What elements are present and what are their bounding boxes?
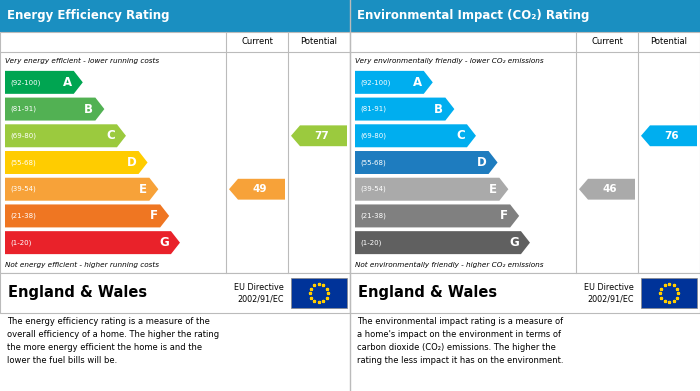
Text: G: G — [159, 236, 169, 249]
Text: (69-80): (69-80) — [10, 133, 36, 139]
Polygon shape — [579, 179, 635, 200]
Text: Environmental Impact (CO₂) Rating: Environmental Impact (CO₂) Rating — [357, 9, 589, 23]
Text: EU Directive
2002/91/EC: EU Directive 2002/91/EC — [234, 283, 284, 303]
Text: Very energy efficient - lower running costs: Very energy efficient - lower running co… — [5, 57, 159, 64]
Polygon shape — [355, 204, 519, 228]
Bar — [0, 32, 350, 273]
Text: (1-20): (1-20) — [360, 239, 382, 246]
Polygon shape — [641, 126, 697, 146]
Text: 77: 77 — [314, 131, 329, 141]
Polygon shape — [355, 178, 508, 201]
Text: Potential: Potential — [300, 38, 337, 47]
Text: Not energy efficient - higher running costs: Not energy efficient - higher running co… — [5, 262, 159, 267]
Text: F: F — [150, 210, 158, 222]
Bar — [291, 278, 347, 308]
Text: (21-38): (21-38) — [360, 213, 386, 219]
Bar — [350, 0, 700, 32]
Text: A: A — [412, 76, 422, 89]
Text: EU Directive
2002/91/EC: EU Directive 2002/91/EC — [584, 283, 634, 303]
Text: (92-100): (92-100) — [360, 79, 391, 86]
Polygon shape — [355, 124, 476, 147]
Polygon shape — [5, 124, 126, 147]
Text: (21-38): (21-38) — [10, 213, 36, 219]
Text: (81-91): (81-91) — [10, 106, 36, 112]
Text: (39-54): (39-54) — [360, 186, 386, 192]
Text: D: D — [127, 156, 136, 169]
Polygon shape — [355, 151, 498, 174]
Polygon shape — [355, 98, 454, 120]
Text: A: A — [62, 76, 72, 89]
Text: B: B — [85, 102, 93, 116]
Text: G: G — [509, 236, 519, 249]
Bar — [0, 273, 350, 313]
Text: D: D — [477, 156, 486, 169]
Polygon shape — [355, 71, 433, 94]
Text: (81-91): (81-91) — [360, 106, 386, 112]
Polygon shape — [5, 231, 180, 254]
Text: F: F — [500, 210, 508, 222]
Text: Very environmentally friendly - lower CO₂ emissions: Very environmentally friendly - lower CO… — [355, 57, 544, 64]
Polygon shape — [5, 71, 83, 94]
Text: Not environmentally friendly - higher CO₂ emissions: Not environmentally friendly - higher CO… — [355, 262, 543, 267]
Text: 49: 49 — [253, 184, 267, 194]
Text: C: C — [456, 129, 465, 142]
Text: England & Wales: England & Wales — [8, 285, 147, 301]
Text: Current: Current — [591, 38, 623, 47]
Polygon shape — [5, 204, 169, 228]
Bar — [641, 278, 697, 308]
Bar — [350, 32, 700, 273]
Bar — [350, 273, 700, 313]
Text: Potential: Potential — [650, 38, 687, 47]
Polygon shape — [5, 98, 104, 120]
Text: E: E — [139, 183, 148, 196]
Polygon shape — [5, 151, 148, 174]
Polygon shape — [355, 231, 530, 254]
Text: (55-68): (55-68) — [10, 159, 36, 166]
Text: E: E — [489, 183, 498, 196]
Polygon shape — [229, 179, 285, 200]
Text: The environmental impact rating is a measure of
a home's impact on the environme: The environmental impact rating is a mea… — [357, 317, 564, 364]
Text: C: C — [106, 129, 115, 142]
Text: The energy efficiency rating is a measure of the
overall efficiency of a home. T: The energy efficiency rating is a measur… — [7, 317, 219, 364]
Text: (69-80): (69-80) — [360, 133, 386, 139]
Bar — [0, 0, 350, 32]
Text: 46: 46 — [603, 184, 617, 194]
Text: (39-54): (39-54) — [10, 186, 36, 192]
Text: (55-68): (55-68) — [360, 159, 386, 166]
Polygon shape — [5, 178, 158, 201]
Text: (1-20): (1-20) — [10, 239, 32, 246]
Text: B: B — [435, 102, 443, 116]
Text: (92-100): (92-100) — [10, 79, 41, 86]
Text: 76: 76 — [664, 131, 679, 141]
Polygon shape — [291, 126, 347, 146]
Text: Current: Current — [241, 38, 273, 47]
Text: Energy Efficiency Rating: Energy Efficiency Rating — [7, 9, 169, 23]
Text: England & Wales: England & Wales — [358, 285, 497, 301]
